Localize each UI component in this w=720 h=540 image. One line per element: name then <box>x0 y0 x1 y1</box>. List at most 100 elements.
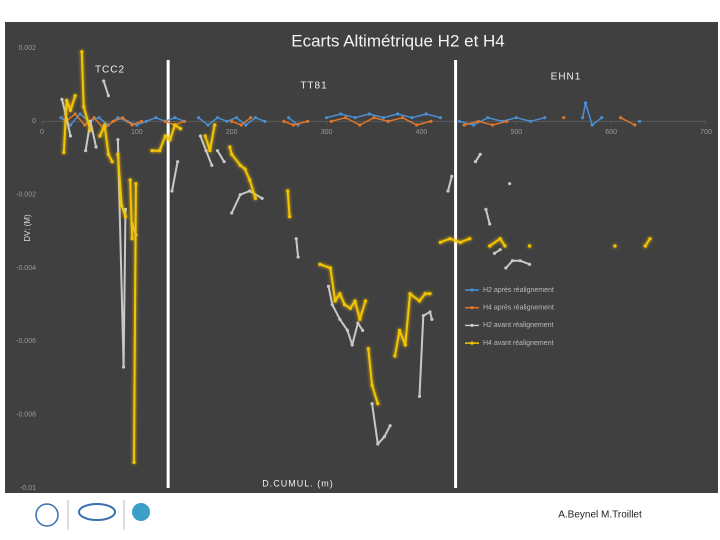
chart-background <box>5 22 718 493</box>
y-axis-label: DV: (M) <box>23 214 32 242</box>
x-axis-label: D.CUMUL. (m) <box>262 478 334 488</box>
legend-swatch-point <box>470 323 474 327</box>
series-point <box>363 299 368 303</box>
series-point <box>388 424 392 428</box>
series-point <box>498 237 502 241</box>
series-point <box>111 119 115 123</box>
series-point <box>198 134 203 138</box>
series-point <box>358 123 362 127</box>
series-point <box>492 251 497 255</box>
series-point <box>243 167 247 171</box>
series-point <box>213 123 217 127</box>
series <box>62 50 652 464</box>
series-point <box>468 237 472 241</box>
series-point <box>361 328 365 332</box>
series-point <box>84 149 88 153</box>
series-point <box>97 116 101 120</box>
series-point <box>339 112 343 116</box>
series-point <box>134 182 138 186</box>
series-point <box>430 317 434 321</box>
series-point <box>484 207 488 211</box>
x-tick-label: 400 <box>416 129 428 136</box>
series-point <box>410 116 414 120</box>
series-point <box>282 119 286 123</box>
series-point <box>158 149 162 153</box>
series-point <box>208 149 212 153</box>
logo-60 <box>78 503 116 521</box>
x-tick-label: 600 <box>605 129 617 136</box>
series-point <box>106 152 110 156</box>
y-tick-label: -0.004 <box>16 265 36 272</box>
series-point <box>230 152 234 156</box>
series-point <box>249 116 253 120</box>
series-point <box>123 215 128 219</box>
series-point <box>633 123 637 127</box>
series-point <box>590 123 594 127</box>
series-point <box>260 196 264 200</box>
series-point <box>473 160 478 164</box>
series-point <box>150 149 154 153</box>
series-point <box>238 163 242 167</box>
legend-swatch-point <box>470 306 474 310</box>
series-point <box>62 150 66 155</box>
x-tick-label: 300 <box>321 129 333 136</box>
series-point <box>68 134 73 138</box>
series-point <box>286 189 290 193</box>
series-point <box>60 97 64 101</box>
series-point <box>543 116 547 120</box>
series-point <box>478 152 482 156</box>
series-point <box>370 402 374 406</box>
series-point <box>178 127 183 131</box>
series-point <box>423 292 427 296</box>
series-point <box>203 134 207 138</box>
series-point <box>510 259 515 263</box>
series-point <box>234 116 239 120</box>
series-point <box>348 306 352 310</box>
series-point <box>140 119 144 123</box>
series-point <box>446 189 450 193</box>
series-point <box>88 128 92 133</box>
series-point <box>382 435 387 439</box>
series-point <box>163 134 167 138</box>
legend-swatch-point <box>470 341 474 345</box>
series-point <box>294 237 298 241</box>
series-point <box>400 116 405 120</box>
series-point <box>230 211 234 215</box>
series-point <box>248 189 252 193</box>
series-point <box>329 119 333 123</box>
series-point <box>356 321 360 325</box>
logo-en <box>132 503 150 521</box>
series-point <box>110 160 114 164</box>
series-point <box>581 116 585 120</box>
y-tick-label: -0.002 <box>16 192 36 199</box>
series-point <box>132 460 136 464</box>
series-point <box>403 343 407 347</box>
legend-label: H2 après réalignement <box>483 287 554 294</box>
series-point <box>527 244 532 248</box>
series-point <box>94 145 98 149</box>
series-point <box>238 193 242 197</box>
series-point <box>353 116 357 120</box>
series-point <box>600 116 604 120</box>
series-point <box>343 116 348 120</box>
series-point <box>215 116 220 120</box>
series-point <box>328 266 332 270</box>
series-point <box>204 149 208 153</box>
plot-area: 0.002 0 -0.002 -0.004 -0.006 -0.008 -0.01 0 100 2… <box>16 45 712 492</box>
series-point <box>381 116 386 120</box>
series-point <box>428 310 432 314</box>
series-point <box>144 119 148 123</box>
series-point <box>505 119 509 123</box>
series-point <box>163 119 167 123</box>
legend-label: H2 avant réalignement <box>483 322 553 329</box>
series-point <box>196 116 201 120</box>
series-point <box>103 123 107 127</box>
series-point <box>503 244 507 248</box>
series-point <box>417 299 422 303</box>
x-tick-label: 500 <box>510 129 522 136</box>
series-point <box>619 116 623 120</box>
series-point <box>215 149 220 153</box>
series-point <box>350 343 354 347</box>
